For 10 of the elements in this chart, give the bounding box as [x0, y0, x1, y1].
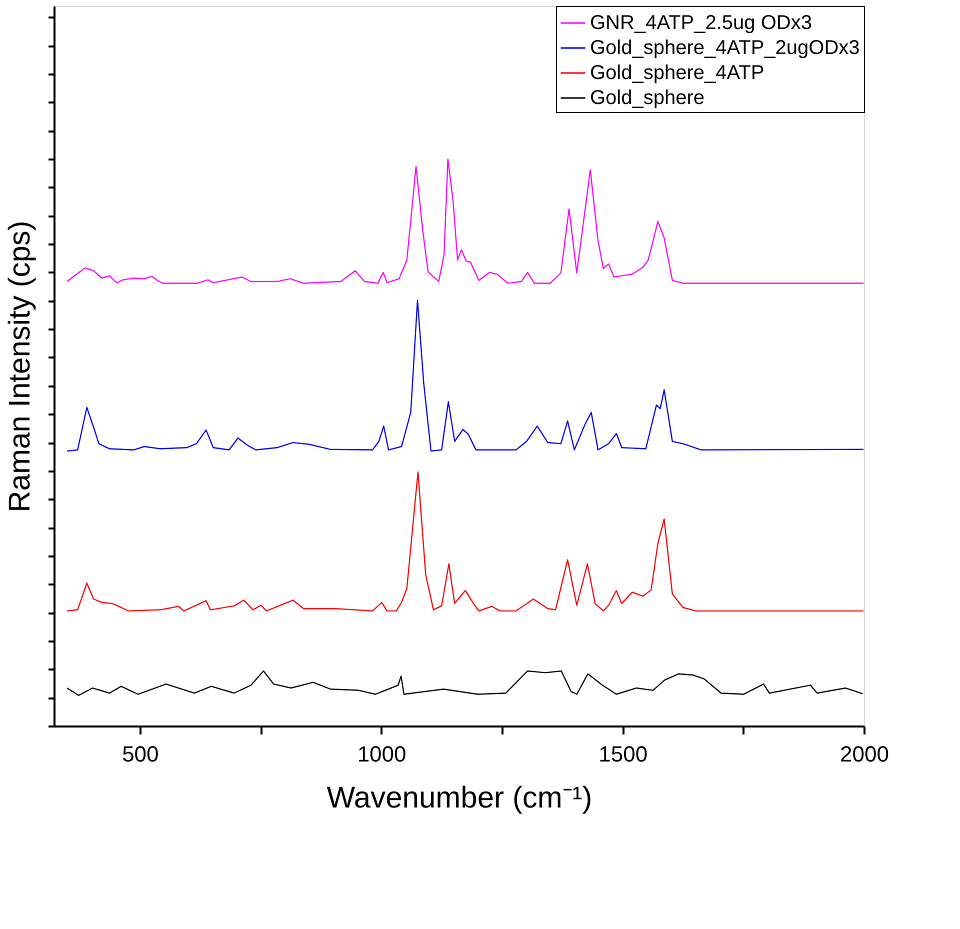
legend-label: Gold_sphere_4ATP_2ugODx3: [590, 37, 860, 59]
legend-label: Gold_sphere_4ATP: [590, 62, 764, 84]
x-tick-label: 1500: [598, 742, 648, 766]
x-axis-title: Wavenumber (cm⁻¹): [326, 782, 592, 814]
legend-label: GNR_4ATP_2.5ug ODx3: [590, 12, 812, 34]
y-axis-title: Raman Intensity (cps): [4, 220, 36, 512]
x-tick-label: 500: [122, 742, 159, 766]
x-tick-label: 1000: [357, 742, 406, 766]
x-tick-label: 2000: [840, 742, 889, 766]
legend-label: Gold_sphere: [590, 87, 705, 109]
